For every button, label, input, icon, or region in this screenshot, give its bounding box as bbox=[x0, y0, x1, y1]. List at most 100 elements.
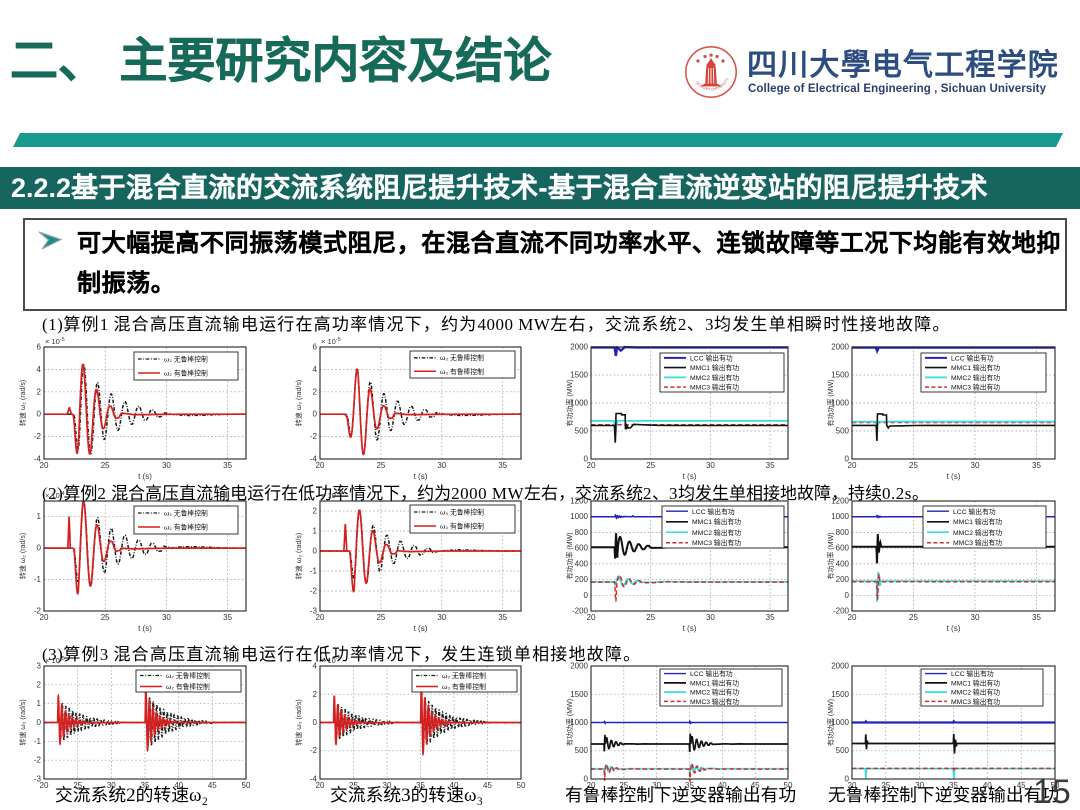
svg-text:MMC3 输出有功: MMC3 输出有功 bbox=[951, 697, 1000, 706]
svg-text:25: 25 bbox=[619, 781, 628, 790]
svg-text:-2: -2 bbox=[34, 756, 42, 765]
svg-text:LCC 输出有功: LCC 输出有功 bbox=[953, 507, 996, 516]
svg-text:20: 20 bbox=[587, 461, 596, 470]
svg-text:MMC3 输出有功: MMC3 输出有功 bbox=[692, 538, 741, 547]
svg-text:35: 35 bbox=[766, 613, 775, 622]
svg-text:-1: -1 bbox=[310, 567, 318, 576]
svg-text:45: 45 bbox=[208, 781, 217, 790]
svg-text:MMC2 输出有功: MMC2 输出有功 bbox=[690, 373, 739, 382]
svg-text:有功功率 (MW): 有功功率 (MW) bbox=[826, 379, 835, 426]
svg-text:4: 4 bbox=[313, 662, 318, 671]
svg-text:500: 500 bbox=[575, 427, 589, 436]
svg-text:200: 200 bbox=[836, 575, 850, 584]
svg-text:1: 1 bbox=[313, 527, 318, 536]
svg-text:MMC1 输出有功: MMC1 输出有功 bbox=[951, 363, 1000, 372]
svg-text:× 10-5: × 10-5 bbox=[321, 656, 341, 665]
svg-text:25: 25 bbox=[101, 613, 110, 622]
svg-text:ω₂ 无鲁棒控制: ω₂ 无鲁棒控制 bbox=[164, 509, 208, 518]
svg-text:MMC1 输出有功: MMC1 输出有功 bbox=[953, 517, 1002, 526]
svg-text:35: 35 bbox=[766, 461, 775, 470]
svg-text:20: 20 bbox=[848, 613, 857, 622]
svg-text:25: 25 bbox=[909, 461, 918, 470]
svg-text:t (s): t (s) bbox=[947, 472, 961, 481]
svg-text:1000: 1000 bbox=[831, 512, 849, 521]
svg-text:400: 400 bbox=[575, 559, 589, 568]
svg-text:40: 40 bbox=[983, 781, 992, 790]
svg-text:30: 30 bbox=[162, 613, 171, 622]
svg-text:-200: -200 bbox=[833, 607, 850, 616]
svg-text:-4: -4 bbox=[310, 455, 318, 464]
svg-text:30: 30 bbox=[971, 613, 980, 622]
svg-text:0: 0 bbox=[313, 547, 318, 556]
svg-text:25: 25 bbox=[646, 461, 655, 470]
svg-text:0: 0 bbox=[584, 455, 589, 464]
svg-text:MMC1 输出有功: MMC1 输出有功 bbox=[690, 363, 739, 372]
svg-text:1500: 1500 bbox=[570, 371, 588, 380]
svg-text:转速 ω₂ (rad/s): 转速 ω₂ (rad/s) bbox=[18, 380, 27, 426]
svg-text:30: 30 bbox=[652, 781, 661, 790]
svg-text:25: 25 bbox=[909, 613, 918, 622]
svg-text:20: 20 bbox=[316, 461, 325, 470]
svg-text:ω₂ 无鲁棒控制: ω₂ 无鲁棒控制 bbox=[166, 671, 210, 680]
svg-text:35: 35 bbox=[1032, 461, 1041, 470]
svg-text:30: 30 bbox=[162, 461, 171, 470]
svg-text:50: 50 bbox=[1051, 781, 1060, 790]
svg-text:t (s): t (s) bbox=[683, 624, 697, 633]
svg-text:500: 500 bbox=[575, 746, 589, 755]
svg-text:6: 6 bbox=[37, 343, 42, 352]
svg-text:ω₂ 有鲁棒控制: ω₂ 有鲁棒控制 bbox=[164, 369, 208, 378]
svg-text:600: 600 bbox=[836, 544, 850, 553]
svg-text:× 10-5: × 10-5 bbox=[45, 656, 65, 665]
svg-text:0: 0 bbox=[313, 718, 318, 727]
svg-text:20: 20 bbox=[587, 613, 596, 622]
svg-text:MMC1 输出有功: MMC1 输出有功 bbox=[692, 517, 741, 526]
svg-text:1: 1 bbox=[37, 699, 42, 708]
svg-text:-2: -2 bbox=[310, 746, 318, 755]
svg-text:4: 4 bbox=[313, 365, 318, 374]
svg-text:0: 0 bbox=[313, 410, 318, 419]
svg-text:35: 35 bbox=[141, 781, 150, 790]
svg-text:MMC2 输出有功: MMC2 输出有功 bbox=[692, 528, 741, 537]
svg-text:45: 45 bbox=[751, 781, 760, 790]
svg-text:2000: 2000 bbox=[570, 343, 588, 352]
svg-text:LCC 输出有功: LCC 输出有功 bbox=[692, 507, 735, 516]
svg-text:2: 2 bbox=[313, 690, 318, 699]
svg-text:800: 800 bbox=[836, 528, 850, 537]
svg-text:转速 ω₃ (rad/s): 转速 ω₃ (rad/s) bbox=[294, 380, 303, 426]
svg-text:2: 2 bbox=[37, 680, 42, 689]
svg-text:有功功率 (MW): 有功功率 (MW) bbox=[826, 699, 835, 746]
svg-text:0: 0 bbox=[845, 775, 850, 784]
svg-text:t (s): t (s) bbox=[414, 624, 428, 633]
svg-text:ω₂ 有鲁棒控制: ω₂ 有鲁棒控制 bbox=[166, 682, 210, 691]
svg-text:50: 50 bbox=[784, 781, 793, 790]
svg-text:1500: 1500 bbox=[831, 690, 849, 699]
svg-text:20: 20 bbox=[848, 461, 857, 470]
svg-text:25: 25 bbox=[376, 613, 385, 622]
svg-text:20: 20 bbox=[316, 613, 325, 622]
svg-text:20: 20 bbox=[587, 781, 596, 790]
svg-text:MMC1 输出有功: MMC1 输出有功 bbox=[951, 678, 1000, 687]
svg-text:1: 1 bbox=[37, 512, 42, 521]
svg-text:30: 30 bbox=[706, 613, 715, 622]
svg-text:25: 25 bbox=[73, 781, 82, 790]
svg-text:0: 0 bbox=[37, 544, 42, 553]
svg-text:600: 600 bbox=[575, 544, 589, 553]
svg-text:35: 35 bbox=[416, 781, 425, 790]
svg-text:6: 6 bbox=[313, 343, 318, 352]
svg-text:20: 20 bbox=[848, 781, 857, 790]
svg-text:45: 45 bbox=[1017, 781, 1026, 790]
svg-text:2: 2 bbox=[313, 507, 318, 516]
svg-text:-3: -3 bbox=[310, 607, 318, 616]
svg-text:50: 50 bbox=[517, 781, 526, 790]
svg-text:-3: -3 bbox=[34, 775, 42, 784]
svg-text:t (s): t (s) bbox=[138, 472, 152, 481]
svg-text:1000: 1000 bbox=[831, 399, 849, 408]
svg-text:-1: -1 bbox=[34, 575, 42, 584]
svg-text:35: 35 bbox=[498, 613, 507, 622]
svg-text:30: 30 bbox=[915, 781, 924, 790]
svg-text:2000: 2000 bbox=[831, 662, 849, 671]
svg-text:-4: -4 bbox=[34, 455, 42, 464]
svg-text:35: 35 bbox=[223, 613, 232, 622]
svg-text:-4: -4 bbox=[310, 775, 318, 784]
svg-text:有功功率 (MW): 有功功率 (MW) bbox=[826, 532, 835, 579]
